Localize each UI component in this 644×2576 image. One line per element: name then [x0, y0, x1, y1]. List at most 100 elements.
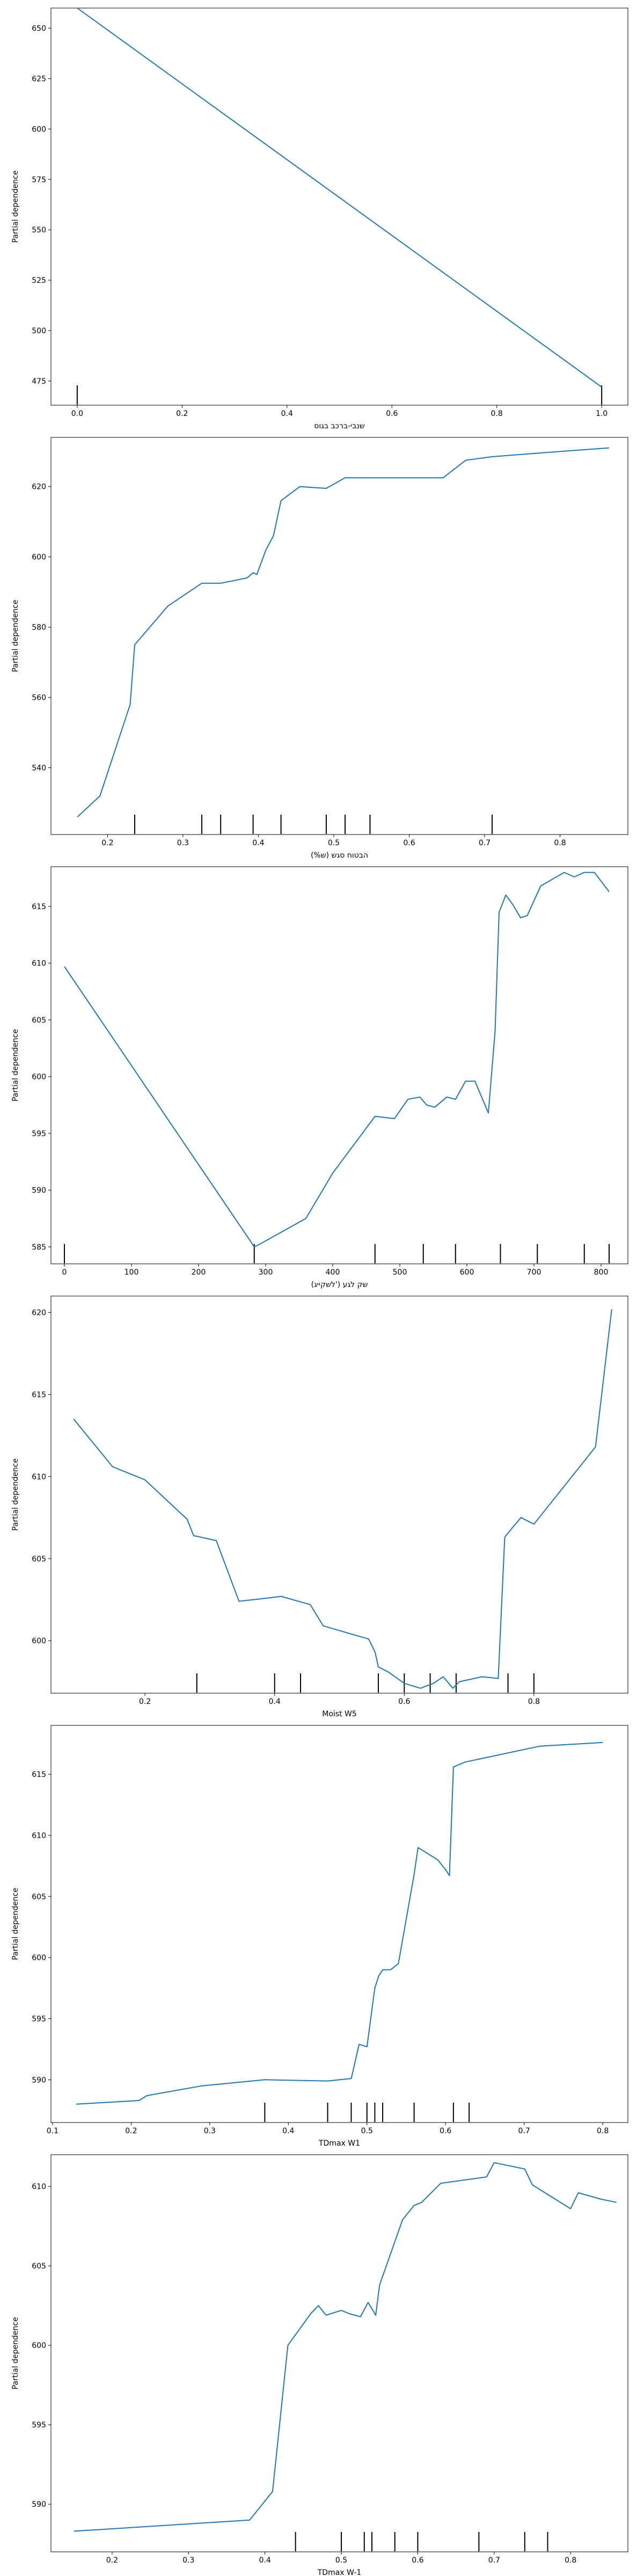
x-tick-label: 200	[192, 1268, 206, 1277]
pd-line-series	[73, 1309, 612, 1689]
x-tick-label: 0	[62, 1268, 67, 1277]
pd-line-series	[76, 1741, 603, 2105]
x-tick-label: 0.2	[101, 839, 113, 847]
x-tick-label: 0.4	[281, 409, 293, 418]
y-tick-label: 610	[32, 1832, 46, 1840]
y-tick-label: 610	[32, 1473, 46, 1481]
panel-6: 0.2 0.3 0.4 0.5 0.6 0.7 0.8 590 595 600 605 610 TDma…	[11, 2154, 628, 2576]
x-tick-label: 700	[527, 1268, 541, 1277]
y-tick-label: 600	[32, 2341, 46, 2350]
x-tick-label: 0.1	[47, 2127, 58, 2135]
plot-frame	[50, 866, 628, 1264]
y-tick-label: 615	[32, 1391, 46, 1399]
x-tick-label: 400	[326, 1268, 340, 1277]
x-tick-label: 0.8	[597, 2127, 609, 2135]
x-tick-label: 1.0	[596, 409, 608, 418]
x-tick-label: 0.3	[204, 2127, 216, 2135]
x-tick-label: 0.3	[182, 2556, 194, 2565]
y-axis-label: Partial dependence	[11, 1458, 20, 1531]
x-axis-label: TDmax W-1	[317, 2568, 362, 2576]
x-tick-label: 300	[259, 1268, 273, 1277]
x-tick-label: 0.4	[282, 2127, 294, 2135]
plot-frame	[50, 437, 628, 835]
x-tick-label: 0.5	[361, 2127, 373, 2135]
y-tick-label: 615	[32, 903, 46, 911]
y-tick-label: 600	[32, 125, 46, 134]
x-axis-label: (לשקייג') שק לגע	[311, 1280, 368, 1289]
y-tick-label: 580	[32, 624, 46, 632]
y-tick-label: 610	[32, 960, 46, 968]
x-tick-label: 0.7	[518, 2127, 530, 2135]
x-tick-label: 800	[594, 1268, 609, 1277]
y-tick-label: 595	[32, 2421, 46, 2429]
y-tick-label: 600	[32, 1073, 46, 1081]
x-tick-label: 100	[125, 1268, 139, 1277]
x-tick-label: 0.2	[139, 1697, 151, 1706]
x-tick-label: 0.0	[71, 409, 83, 418]
y-tick-label: 600	[32, 1637, 46, 1645]
y-tick-label: 605	[32, 1893, 46, 1901]
plot-frame	[50, 1725, 628, 2123]
x-axis-label: שנבי-ברכב בגוס	[314, 422, 365, 430]
x-tick-label: 600	[460, 1268, 474, 1277]
y-tick-label: 585	[32, 1243, 46, 1252]
pd-line-series	[77, 447, 609, 818]
x-tick-label: 0.6	[386, 409, 398, 418]
y-tick-label: 540	[32, 764, 46, 773]
y-tick-label: 560	[32, 694, 46, 702]
panel-3: 0 100 200 300 400 500 600 700 800 585 590 595 600 605…	[11, 866, 628, 1289]
x-tick-label: 0.4	[259, 2556, 271, 2565]
panel-2: 0.2 0.3 0.4 0.5 0.6 0.7 0.8 540 560 580 600 620 (%ש)…	[11, 437, 628, 860]
y-tick-label: 620	[32, 1309, 46, 1318]
x-tick-label: 0.3	[177, 839, 189, 847]
x-tick-label: 0.6	[398, 1697, 410, 1706]
panel-4: 0.2 0.4 0.6 0.8 600 605 610 615 620 Moist W5 Parti…	[11, 1296, 628, 1718]
y-axis-label: Partial dependence	[11, 1887, 20, 1960]
y-tick-label: 475	[32, 377, 46, 386]
y-axis-label: Partial dependence	[11, 1029, 20, 1101]
y-tick-label: 600	[32, 553, 46, 562]
x-tick-label: 0.8	[491, 409, 503, 418]
y-tick-label: 615	[32, 1770, 46, 1779]
y-tick-label: 600	[32, 1954, 46, 1963]
pd-line-series	[74, 2162, 617, 2532]
y-tick-label: 605	[32, 1555, 46, 1563]
y-tick-label: 595	[32, 1130, 46, 1138]
y-tick-label: 500	[32, 327, 46, 335]
y-tick-label: 575	[32, 175, 46, 184]
plot-frame	[50, 8, 628, 406]
x-tick-label: 0.5	[335, 2556, 347, 2565]
y-tick-label: 620	[32, 483, 46, 492]
x-tick-label: 0.6	[440, 2127, 451, 2135]
y-axis-label: Partial dependence	[11, 2317, 20, 2389]
x-tick-label: 0.5	[328, 839, 340, 847]
x-axis-label: (%ש) הבטוח סגש	[311, 851, 368, 860]
y-axis-label: Partial dependence	[11, 170, 20, 243]
x-tick-label: 0.4	[269, 1697, 281, 1706]
panel-5: 0.1 0.2 0.3 0.4 0.5 0.6 0.7 0.8 590 595 600 605 610 6…	[11, 1725, 628, 2148]
x-tick-label: 0.6	[412, 2556, 423, 2565]
y-tick-label: 590	[32, 2076, 46, 2084]
x-tick-label: 0.8	[554, 839, 566, 847]
x-axis-label: TDmax W1	[318, 2139, 360, 2148]
plot-frame	[50, 1296, 628, 1694]
y-tick-label: 550	[32, 226, 46, 235]
y-tick-label: 605	[32, 2262, 46, 2271]
plot-frame	[50, 2154, 628, 2552]
x-tick-label: 0.2	[106, 2556, 118, 2565]
x-tick-label: 0.4	[252, 839, 264, 847]
x-tick-label: 0.6	[403, 839, 415, 847]
x-tick-label: 0.7	[479, 839, 491, 847]
y-tick-label: 595	[32, 2015, 46, 2023]
y-tick-label: 605	[32, 1016, 46, 1024]
x-tick-label: 0.2	[176, 409, 188, 418]
y-tick-label: 610	[32, 2183, 46, 2191]
y-tick-label: 525	[32, 276, 46, 285]
pd-line-series	[64, 872, 610, 1248]
y-tick-label: 650	[32, 25, 46, 33]
x-tick-label: 500	[393, 1268, 407, 1277]
x-tick-label: 0.8	[528, 1697, 540, 1706]
x-tick-label: 0.8	[565, 2556, 576, 2565]
x-axis-label: Moist W5	[322, 1710, 357, 1718]
